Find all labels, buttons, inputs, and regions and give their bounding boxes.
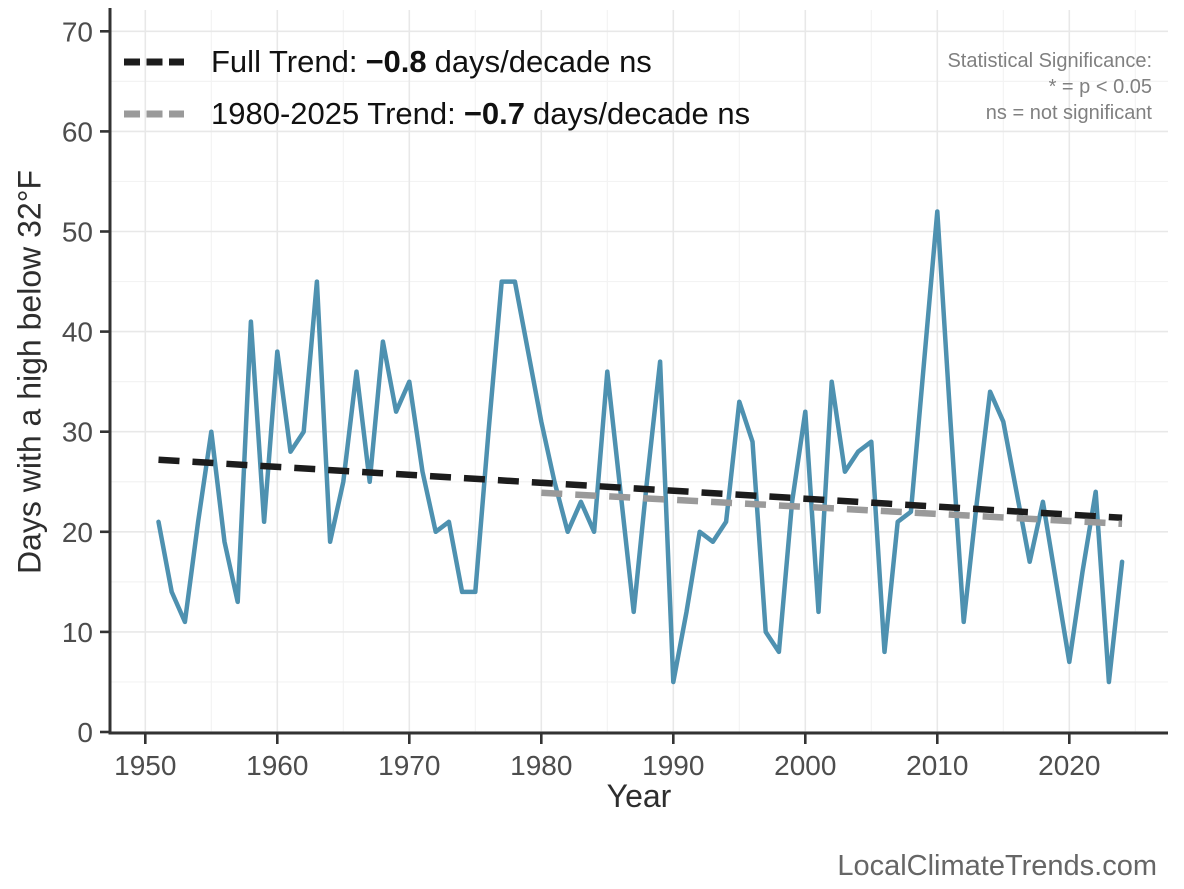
y-tick-label: 30 xyxy=(62,417,93,448)
y-tick-label: 20 xyxy=(62,517,93,548)
significance-note-ns: ns = not significant xyxy=(985,102,1152,124)
y-tick-label: 60 xyxy=(62,116,93,147)
full-trend-value: −0.8 xyxy=(365,44,427,79)
recent-trend-line xyxy=(541,489,1123,528)
significance-note-pvalue: * = p < 0.05 xyxy=(1048,76,1152,98)
x-tick-label: 2020 xyxy=(1038,750,1100,781)
legend: Full Trend: −0.8 days/decade ns 1980-202… xyxy=(122,44,750,148)
legend-item-recent-trend: 1980-2025 Trend: −0.7 days/decade ns xyxy=(122,96,750,132)
full-trend-label-prefix: Full Trend: xyxy=(211,44,358,79)
legend-item-full-trend: Full Trend: −0.8 days/decade ns xyxy=(122,44,750,80)
full-trend-dash-icon xyxy=(124,58,184,66)
y-tick-label: 40 xyxy=(62,317,93,348)
x-tick-label: 1990 xyxy=(642,750,704,781)
watermark: LocalClimateTrends.com xyxy=(837,850,1157,882)
recent-trend-value: −0.7 xyxy=(463,96,525,131)
x-tick-label: 2010 xyxy=(906,750,968,781)
y-tick-label: 0 xyxy=(77,717,93,748)
y-tick-label: 10 xyxy=(62,617,93,648)
x-tick-label: 1980 xyxy=(510,750,572,781)
significance-note-title: Statistical Significance: xyxy=(947,50,1152,72)
data-line-series xyxy=(156,209,1125,685)
full-trend-label-suffix: days/decade ns xyxy=(434,44,652,79)
x-tick-label: 1970 xyxy=(378,750,440,781)
x-axis-title: Year xyxy=(606,778,672,814)
x-tick-label: 1960 xyxy=(246,750,308,781)
x-tick-label: 1950 xyxy=(114,750,176,781)
recent-trend-label-prefix: 1980-2025 Trend: xyxy=(211,96,456,131)
y-tick-label: 70 xyxy=(62,16,93,47)
x-tick-label: 2000 xyxy=(774,750,836,781)
significance-note: Statistical Significance: * = p < 0.05 n… xyxy=(947,48,1152,126)
y-tick-label: 50 xyxy=(62,217,93,248)
recent-trend-dash-icon xyxy=(124,110,184,118)
recent-trend-label-suffix: days/decade ns xyxy=(532,96,751,131)
y-axis-title: Days with a high below 32°F xyxy=(11,169,48,575)
full-trend-line xyxy=(158,456,1123,522)
